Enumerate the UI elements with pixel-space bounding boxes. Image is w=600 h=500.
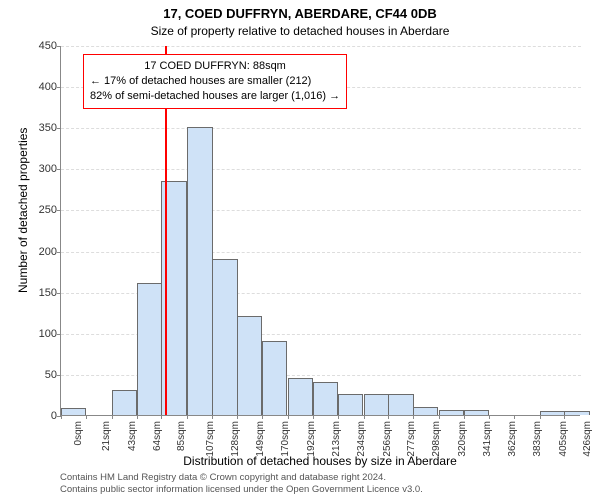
chart-container: 17, COED DUFFRYN, ABERDARE, CF44 0DB Siz… (0, 0, 600, 500)
y-tick (57, 334, 61, 335)
y-tick (57, 252, 61, 253)
y-tick (57, 210, 61, 211)
x-tick-label: 405sqm (557, 421, 568, 457)
x-tick-label: 213sqm (331, 421, 342, 457)
gridline (61, 46, 581, 47)
histogram-bar (262, 341, 287, 415)
footer-attribution: Contains HM Land Registry data © Crown c… (60, 472, 423, 496)
histogram-bar (464, 410, 489, 415)
x-tick (112, 415, 113, 419)
x-tick (187, 415, 188, 419)
histogram-bar (112, 390, 137, 415)
histogram-bar (212, 259, 237, 415)
y-tick-label: 250 (17, 204, 57, 216)
x-tick-label: 383sqm (531, 421, 542, 457)
x-tick (338, 415, 339, 419)
x-tick (514, 415, 515, 419)
y-tick-label: 400 (17, 81, 57, 93)
x-tick (86, 415, 87, 419)
x-tick (313, 415, 314, 419)
histogram-bar (313, 382, 338, 415)
histogram-bar (288, 378, 313, 415)
x-tick-label: 277sqm (406, 421, 417, 457)
x-tick-label: 320sqm (457, 421, 468, 457)
x-tick-label: 341sqm (482, 421, 493, 457)
x-tick (262, 415, 263, 419)
y-tick-label: 0 (17, 410, 57, 422)
x-tick (564, 415, 565, 419)
x-tick (413, 415, 414, 419)
x-tick (540, 415, 541, 419)
y-tick-label: 150 (17, 287, 57, 299)
x-tick-label: 128sqm (230, 421, 241, 457)
y-tick (57, 169, 61, 170)
x-tick (161, 415, 162, 419)
histogram-bar (413, 407, 438, 415)
x-tick-label: 64sqm (152, 421, 163, 451)
x-axis-label: Distribution of detached houses by size … (60, 454, 580, 468)
x-tick-label: 234sqm (355, 421, 366, 457)
y-tick-label: 100 (17, 328, 57, 340)
chart-subtitle: Size of property relative to detached ho… (0, 24, 600, 38)
histogram-bar (388, 394, 413, 415)
x-tick (439, 415, 440, 419)
footer-line-1: Contains HM Land Registry data © Crown c… (60, 472, 423, 484)
x-tick (489, 415, 490, 419)
y-tick (57, 87, 61, 88)
annotation-box: 17 COED DUFFRYN: 88sqm← 17% of detached … (83, 54, 347, 109)
x-tick (288, 415, 289, 419)
y-tick-label: 350 (17, 122, 57, 134)
histogram-bar (137, 283, 162, 415)
x-tick-label: 170sqm (280, 421, 291, 457)
y-tick-label: 300 (17, 163, 57, 175)
x-tick-label: 426sqm (582, 421, 593, 457)
annotation-line: 17 COED DUFFRYN: 88sqm (90, 59, 340, 74)
gridline (61, 128, 581, 129)
histogram-bar (338, 394, 363, 415)
histogram-bar (364, 394, 389, 415)
chart-title: 17, COED DUFFRYN, ABERDARE, CF44 0DB (0, 6, 600, 21)
x-tick (137, 415, 138, 419)
x-tick (61, 415, 62, 419)
y-tick-label: 50 (17, 369, 57, 381)
x-tick (364, 415, 365, 419)
x-tick-label: 85sqm (176, 421, 187, 451)
histogram-bar (564, 411, 589, 415)
gridline (61, 210, 581, 211)
footer-line-2: Contains public sector information licen… (60, 484, 423, 496)
gridline (61, 169, 581, 170)
x-tick (388, 415, 389, 419)
y-tick-label: 450 (17, 40, 57, 52)
histogram-bar (187, 127, 212, 415)
x-tick-label: 21sqm (101, 421, 112, 451)
x-tick (237, 415, 238, 419)
y-tick (57, 293, 61, 294)
plot-area: 0501001502002503003504004500sqm21sqm43sq… (60, 46, 580, 416)
histogram-bar (237, 316, 262, 415)
x-tick-label: 0sqm (73, 421, 84, 445)
x-tick-label: 298sqm (431, 421, 442, 457)
x-tick (464, 415, 465, 419)
y-tick (57, 46, 61, 47)
x-tick-label: 149sqm (255, 421, 266, 457)
gridline (61, 252, 581, 253)
annotation-line: 82% of semi-detached houses are larger (… (90, 89, 340, 104)
histogram-bar (439, 410, 464, 415)
histogram-bar (540, 411, 565, 415)
x-tick-label: 192sqm (306, 421, 317, 457)
x-tick-label: 107sqm (205, 421, 216, 457)
y-tick-label: 200 (17, 246, 57, 258)
plot: 0501001502002503003504004500sqm21sqm43sq… (60, 46, 580, 416)
y-tick (57, 375, 61, 376)
x-tick-label: 362sqm (507, 421, 518, 457)
x-tick (212, 415, 213, 419)
y-tick (57, 128, 61, 129)
histogram-bar (61, 408, 86, 415)
x-tick-label: 43sqm (127, 421, 138, 451)
annotation-line: ← 17% of detached houses are smaller (21… (90, 74, 340, 89)
x-tick-label: 256sqm (381, 421, 392, 457)
